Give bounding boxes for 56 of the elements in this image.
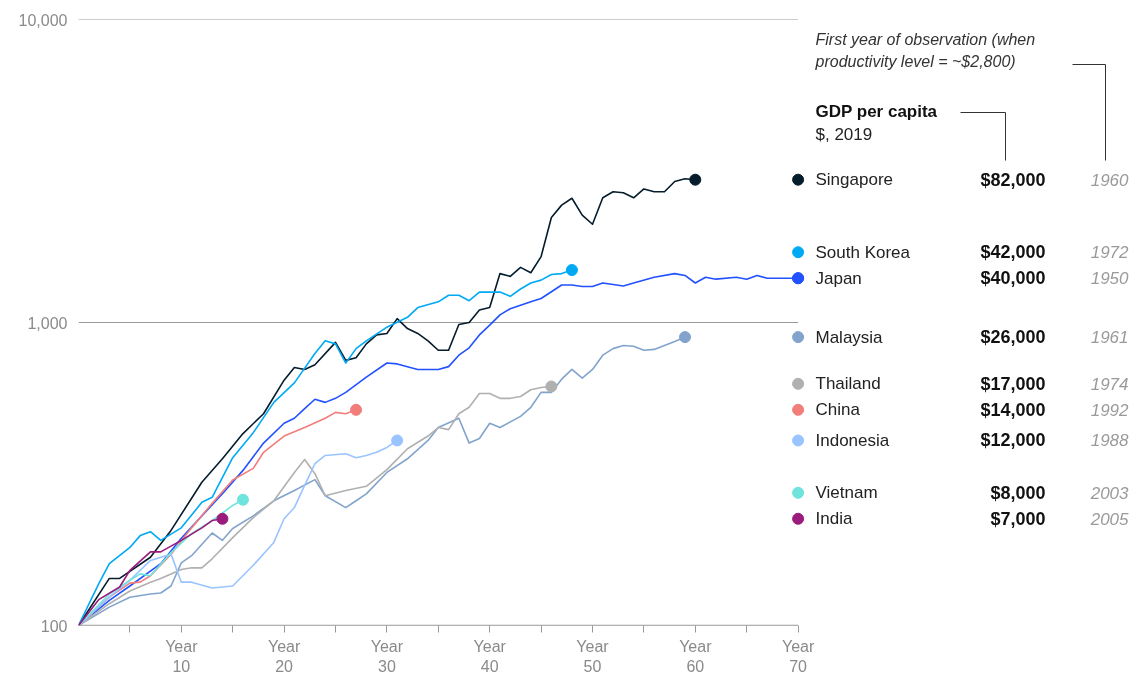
text: 1961 <box>1090 328 1129 348</box>
text: First year of observation (when productivity level = ~$2,800) <box>814 30 1036 70</box>
x-axis-title: Year <box>165 637 199 655</box>
x-tick-label: 10 <box>172 657 191 675</box>
x-tick-label: 50 <box>583 657 602 675</box>
text: $12,000 <box>980 430 1046 451</box>
text: $42,000 <box>980 242 1046 263</box>
point <box>350 403 363 416</box>
series-label: Japan <box>815 268 862 288</box>
text: 1950 <box>1090 269 1130 289</box>
legend-label: China <box>815 400 861 420</box>
text: $82,000 <box>980 169 1046 190</box>
legend-label: Singapore <box>815 170 894 190</box>
text: 1988 <box>1090 431 1130 451</box>
y-tick-label: 100 <box>40 617 68 635</box>
text: 1960 <box>1090 170 1130 190</box>
point <box>545 380 558 393</box>
legend-label: Indonesia <box>815 430 890 450</box>
x-tick-label: 60 <box>686 657 705 675</box>
text: $26,000 <box>980 327 1046 348</box>
text: Year <box>267 637 301 655</box>
point <box>565 264 578 277</box>
text: 2003 <box>1089 483 1130 503</box>
text: $17,000 <box>980 373 1046 394</box>
text: $8,000 <box>990 482 1046 503</box>
text: $, 2019 <box>815 125 873 144</box>
legend-label: India <box>815 509 853 529</box>
point <box>679 331 692 344</box>
y-tick-label: 1,000 <box>27 314 68 332</box>
text: GDP per capita <box>815 102 938 121</box>
text: Year <box>576 637 609 655</box>
text: 1992 <box>1090 400 1130 420</box>
point <box>216 512 229 525</box>
text: $7,000 <box>990 508 1046 529</box>
text: 1972 <box>1090 243 1130 263</box>
point <box>689 173 702 186</box>
legend-label: Malaysia <box>815 327 884 347</box>
text: Year <box>679 637 712 655</box>
point <box>391 434 404 447</box>
text: 1974 <box>1090 374 1129 394</box>
text: $40,000 <box>980 268 1046 289</box>
legend-label: Thailand <box>815 374 881 394</box>
x-tick-label: 30 <box>378 657 396 675</box>
text: $14,000 <box>980 399 1046 420</box>
legend-label: Vietnam <box>815 483 878 503</box>
point <box>236 493 249 506</box>
x-tick-label: 70 <box>789 657 808 675</box>
legend-label: South Korea <box>815 242 911 262</box>
y-tick-label: 10,000 <box>18 11 68 29</box>
x-tick-label: 40 <box>480 657 499 675</box>
text: 2005 <box>1089 509 1130 529</box>
text: Year <box>473 637 506 655</box>
text: Year <box>370 637 404 655</box>
text: Year <box>781 637 815 655</box>
point <box>792 272 805 285</box>
x-tick-label: 20 <box>275 657 294 675</box>
